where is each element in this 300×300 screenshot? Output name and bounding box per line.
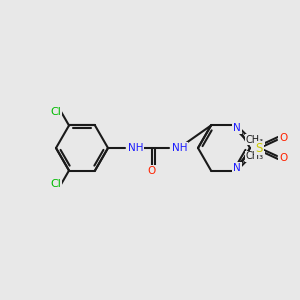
Text: N: N xyxy=(233,163,241,172)
Text: O: O xyxy=(279,153,287,163)
Text: Cl: Cl xyxy=(50,106,61,117)
Text: N: N xyxy=(233,124,241,134)
Text: NH: NH xyxy=(128,143,143,153)
Text: NH: NH xyxy=(172,143,188,153)
Text: CH₃: CH₃ xyxy=(246,135,264,145)
Text: S: S xyxy=(255,142,263,154)
Text: Cl: Cl xyxy=(50,179,61,189)
Text: O: O xyxy=(279,133,287,143)
Text: CH₃: CH₃ xyxy=(246,152,264,161)
Text: O: O xyxy=(148,166,156,176)
